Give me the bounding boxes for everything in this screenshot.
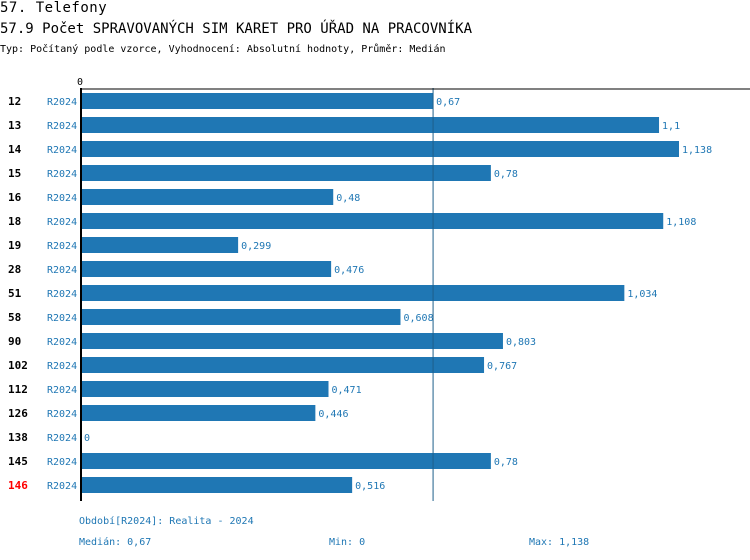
series-label: R2024 bbox=[47, 385, 77, 396]
data-label: 0,767 bbox=[487, 361, 517, 372]
data-label: 0,78 bbox=[494, 169, 518, 180]
bar bbox=[81, 117, 660, 133]
bar bbox=[81, 405, 316, 421]
min-stat: Min: 0 bbox=[329, 537, 366, 548]
data-label: 0 bbox=[84, 433, 90, 444]
series-label: R2024 bbox=[47, 169, 77, 180]
bar bbox=[81, 141, 679, 157]
category-label: 16 bbox=[8, 191, 22, 204]
bar bbox=[81, 189, 334, 205]
series-label: R2024 bbox=[47, 265, 77, 276]
data-label: 1,1 bbox=[662, 121, 680, 132]
data-label: 1,108 bbox=[666, 217, 696, 228]
bar bbox=[81, 453, 491, 469]
category-label: 14 bbox=[8, 143, 22, 156]
data-label: 0,48 bbox=[336, 193, 360, 204]
data-label: 0,446 bbox=[318, 409, 348, 420]
max-stat: Max: 1,138 bbox=[529, 537, 590, 548]
bar bbox=[81, 165, 491, 181]
bar bbox=[81, 357, 485, 373]
bar bbox=[81, 261, 332, 277]
series-label: R2024 bbox=[47, 289, 77, 300]
data-label: 0,803 bbox=[506, 337, 536, 348]
series-label: R2024 bbox=[47, 145, 77, 156]
data-label: 0,516 bbox=[355, 481, 385, 492]
series-label: R2024 bbox=[47, 313, 77, 324]
bar bbox=[81, 237, 239, 253]
series-label: R2024 bbox=[47, 217, 77, 228]
median-stat: Medián: 0,67 bbox=[79, 537, 152, 548]
series-label: R2024 bbox=[47, 241, 77, 252]
bar bbox=[81, 381, 329, 397]
bar bbox=[81, 213, 664, 229]
category-label: 19 bbox=[8, 239, 21, 252]
category-label: 15 bbox=[8, 167, 21, 180]
series-label: R2024 bbox=[47, 97, 77, 108]
series-label: R2024 bbox=[47, 193, 77, 204]
category-label: 126 bbox=[8, 407, 28, 420]
category-label: 51 bbox=[8, 287, 22, 300]
period-legend: Období[R2024]: Realita - 2024 bbox=[79, 516, 254, 527]
data-label: 1,138 bbox=[682, 145, 712, 156]
bar bbox=[81, 333, 503, 349]
data-label: 0,67 bbox=[436, 97, 460, 108]
data-label: 0,608 bbox=[403, 313, 433, 324]
series-label: R2024 bbox=[47, 361, 77, 372]
category-label: 28 bbox=[8, 263, 21, 276]
category-label: 138 bbox=[8, 431, 28, 444]
data-label: 0,78 bbox=[494, 457, 518, 468]
axis-tick-label: 0 bbox=[77, 77, 83, 88]
series-label: R2024 bbox=[47, 337, 77, 348]
bar bbox=[81, 285, 625, 301]
series-label: R2024 bbox=[47, 121, 77, 132]
chart-title: 57.9 Počet SPRAVOVANÝCH SIM KARET PRO ÚŘ… bbox=[0, 21, 473, 37]
category-label: 145 bbox=[8, 455, 28, 468]
data-label: 0,476 bbox=[334, 265, 364, 276]
chart-subtitle: Typ: Počítaný podle vzorce, Vyhodnocení:… bbox=[0, 44, 446, 55]
category-label: 18 bbox=[8, 215, 21, 228]
data-label: 0,471 bbox=[332, 385, 362, 396]
category-label: 58 bbox=[8, 311, 21, 324]
data-label: 0,299 bbox=[241, 241, 271, 252]
bar bbox=[81, 93, 434, 109]
category-label: 90 bbox=[8, 335, 21, 348]
category-label: 102 bbox=[8, 359, 28, 372]
series-label: R2024 bbox=[47, 433, 77, 444]
category-label: 12 bbox=[8, 95, 21, 108]
category-label: 13 bbox=[8, 119, 21, 132]
bar bbox=[81, 477, 353, 493]
series-label: R2024 bbox=[47, 457, 77, 468]
series-label: R2024 bbox=[47, 409, 77, 420]
data-label: 1,034 bbox=[627, 289, 657, 300]
series-label: R2024 bbox=[47, 481, 77, 492]
category-label: 112 bbox=[8, 383, 28, 396]
category-label: 146 bbox=[8, 479, 28, 492]
section-title: 57. Telefony bbox=[0, 0, 108, 16]
bar bbox=[81, 309, 401, 325]
